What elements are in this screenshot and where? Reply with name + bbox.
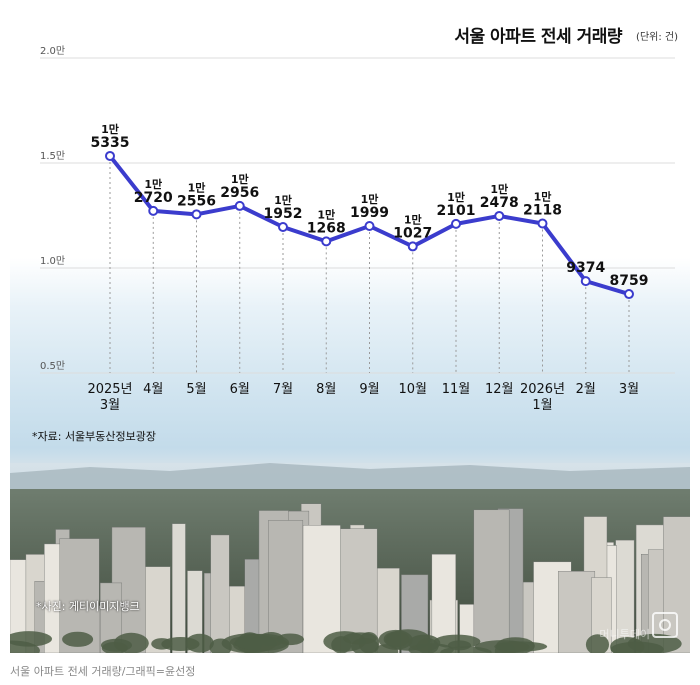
x-tick-label: 2월 xyxy=(576,382,596,397)
data-label: 1만 2956 xyxy=(220,172,259,201)
chart-title: 서울 아파트 전세 거래량 xyxy=(454,27,622,47)
tower xyxy=(591,577,612,653)
x-tick-label: 7월 xyxy=(273,382,293,397)
tower xyxy=(99,582,123,653)
data-label: 1만 1268 xyxy=(307,207,346,236)
y-tick-label: 2.0만 xyxy=(40,45,65,57)
x-tick-label: 3월 xyxy=(619,382,639,397)
data-point xyxy=(364,221,375,232)
building xyxy=(172,523,186,653)
data-point xyxy=(451,218,461,229)
data-label: 1만 2118 xyxy=(523,190,562,219)
data-label: 8759 xyxy=(610,273,649,289)
tower xyxy=(302,525,341,653)
city-photo xyxy=(10,463,690,653)
data-point xyxy=(234,200,245,211)
data-point xyxy=(321,236,332,247)
watermark: 머니투데이 xyxy=(599,628,650,641)
tree xyxy=(351,638,379,653)
tree xyxy=(440,646,492,653)
x-tick-label: 9월 xyxy=(359,382,379,397)
data-label: 1만 2720 xyxy=(134,177,173,206)
camera-icon xyxy=(652,612,678,638)
x-tick-label: 12월 xyxy=(485,382,514,397)
data-point xyxy=(580,276,591,287)
data-point xyxy=(407,241,418,252)
x-tick-label: 4월 xyxy=(143,382,163,397)
tree xyxy=(234,633,290,652)
data-label: 1만 2556 xyxy=(177,180,216,209)
x-tick-label: 5월 xyxy=(186,382,206,397)
data-point xyxy=(494,210,505,221)
tree xyxy=(378,629,413,650)
graphic-credit: 서울 아파트 전세 거래량/그래픽=윤선정 xyxy=(10,665,196,678)
tree xyxy=(185,633,214,653)
tower xyxy=(431,554,456,653)
y-tick-label: 1.0만 xyxy=(40,255,65,267)
tree xyxy=(151,638,173,650)
tree xyxy=(610,641,664,653)
y-tick-label: 0.5만 xyxy=(40,360,65,372)
x-tick-label: 8월 xyxy=(316,382,336,397)
x-tick-label: 6월 xyxy=(230,382,250,397)
data-label: 1만 2478 xyxy=(480,182,519,211)
data-point xyxy=(624,289,634,300)
tower xyxy=(473,509,510,653)
tree xyxy=(331,636,352,653)
x-tick-label: 11월 xyxy=(442,382,471,397)
tree xyxy=(209,638,232,653)
chart-card: 서울 아파트 전세 거래량 (단위: 건) 0.5만 1.0만 1.5만 2.0만 1… xyxy=(10,8,690,653)
building xyxy=(187,570,203,653)
tower xyxy=(268,520,304,653)
data-point xyxy=(148,205,159,216)
x-tick-label: 2026년 1월 xyxy=(520,382,565,413)
source-note: *자료: 서울부동산정보광장 xyxy=(32,430,157,443)
data-label: 1만 2101 xyxy=(437,190,476,219)
tree xyxy=(416,638,439,653)
data-point xyxy=(105,150,115,161)
x-tick-label: 2025년 3월 xyxy=(87,382,132,413)
data-label: 1만 1952 xyxy=(264,193,303,222)
tree xyxy=(10,640,40,653)
data-point xyxy=(191,209,202,220)
tree xyxy=(62,631,94,647)
tower xyxy=(210,534,230,653)
data-point xyxy=(278,222,288,233)
photo-caption: *사진: 게티이미지뱅크 xyxy=(36,600,140,613)
unit-label: (단위: 건) xyxy=(636,32,678,43)
tree xyxy=(100,638,133,652)
data-label: 1만 1999 xyxy=(350,192,389,221)
data-label: 1만 1027 xyxy=(393,212,432,241)
data-label: 1만 5335 xyxy=(91,122,130,151)
y-tick-label: 1.5만 xyxy=(40,150,65,162)
tree xyxy=(494,641,548,652)
data-point xyxy=(537,218,548,229)
x-tick-label: 10월 xyxy=(398,382,427,397)
tree xyxy=(585,634,610,653)
data-label: 9374 xyxy=(566,260,605,276)
